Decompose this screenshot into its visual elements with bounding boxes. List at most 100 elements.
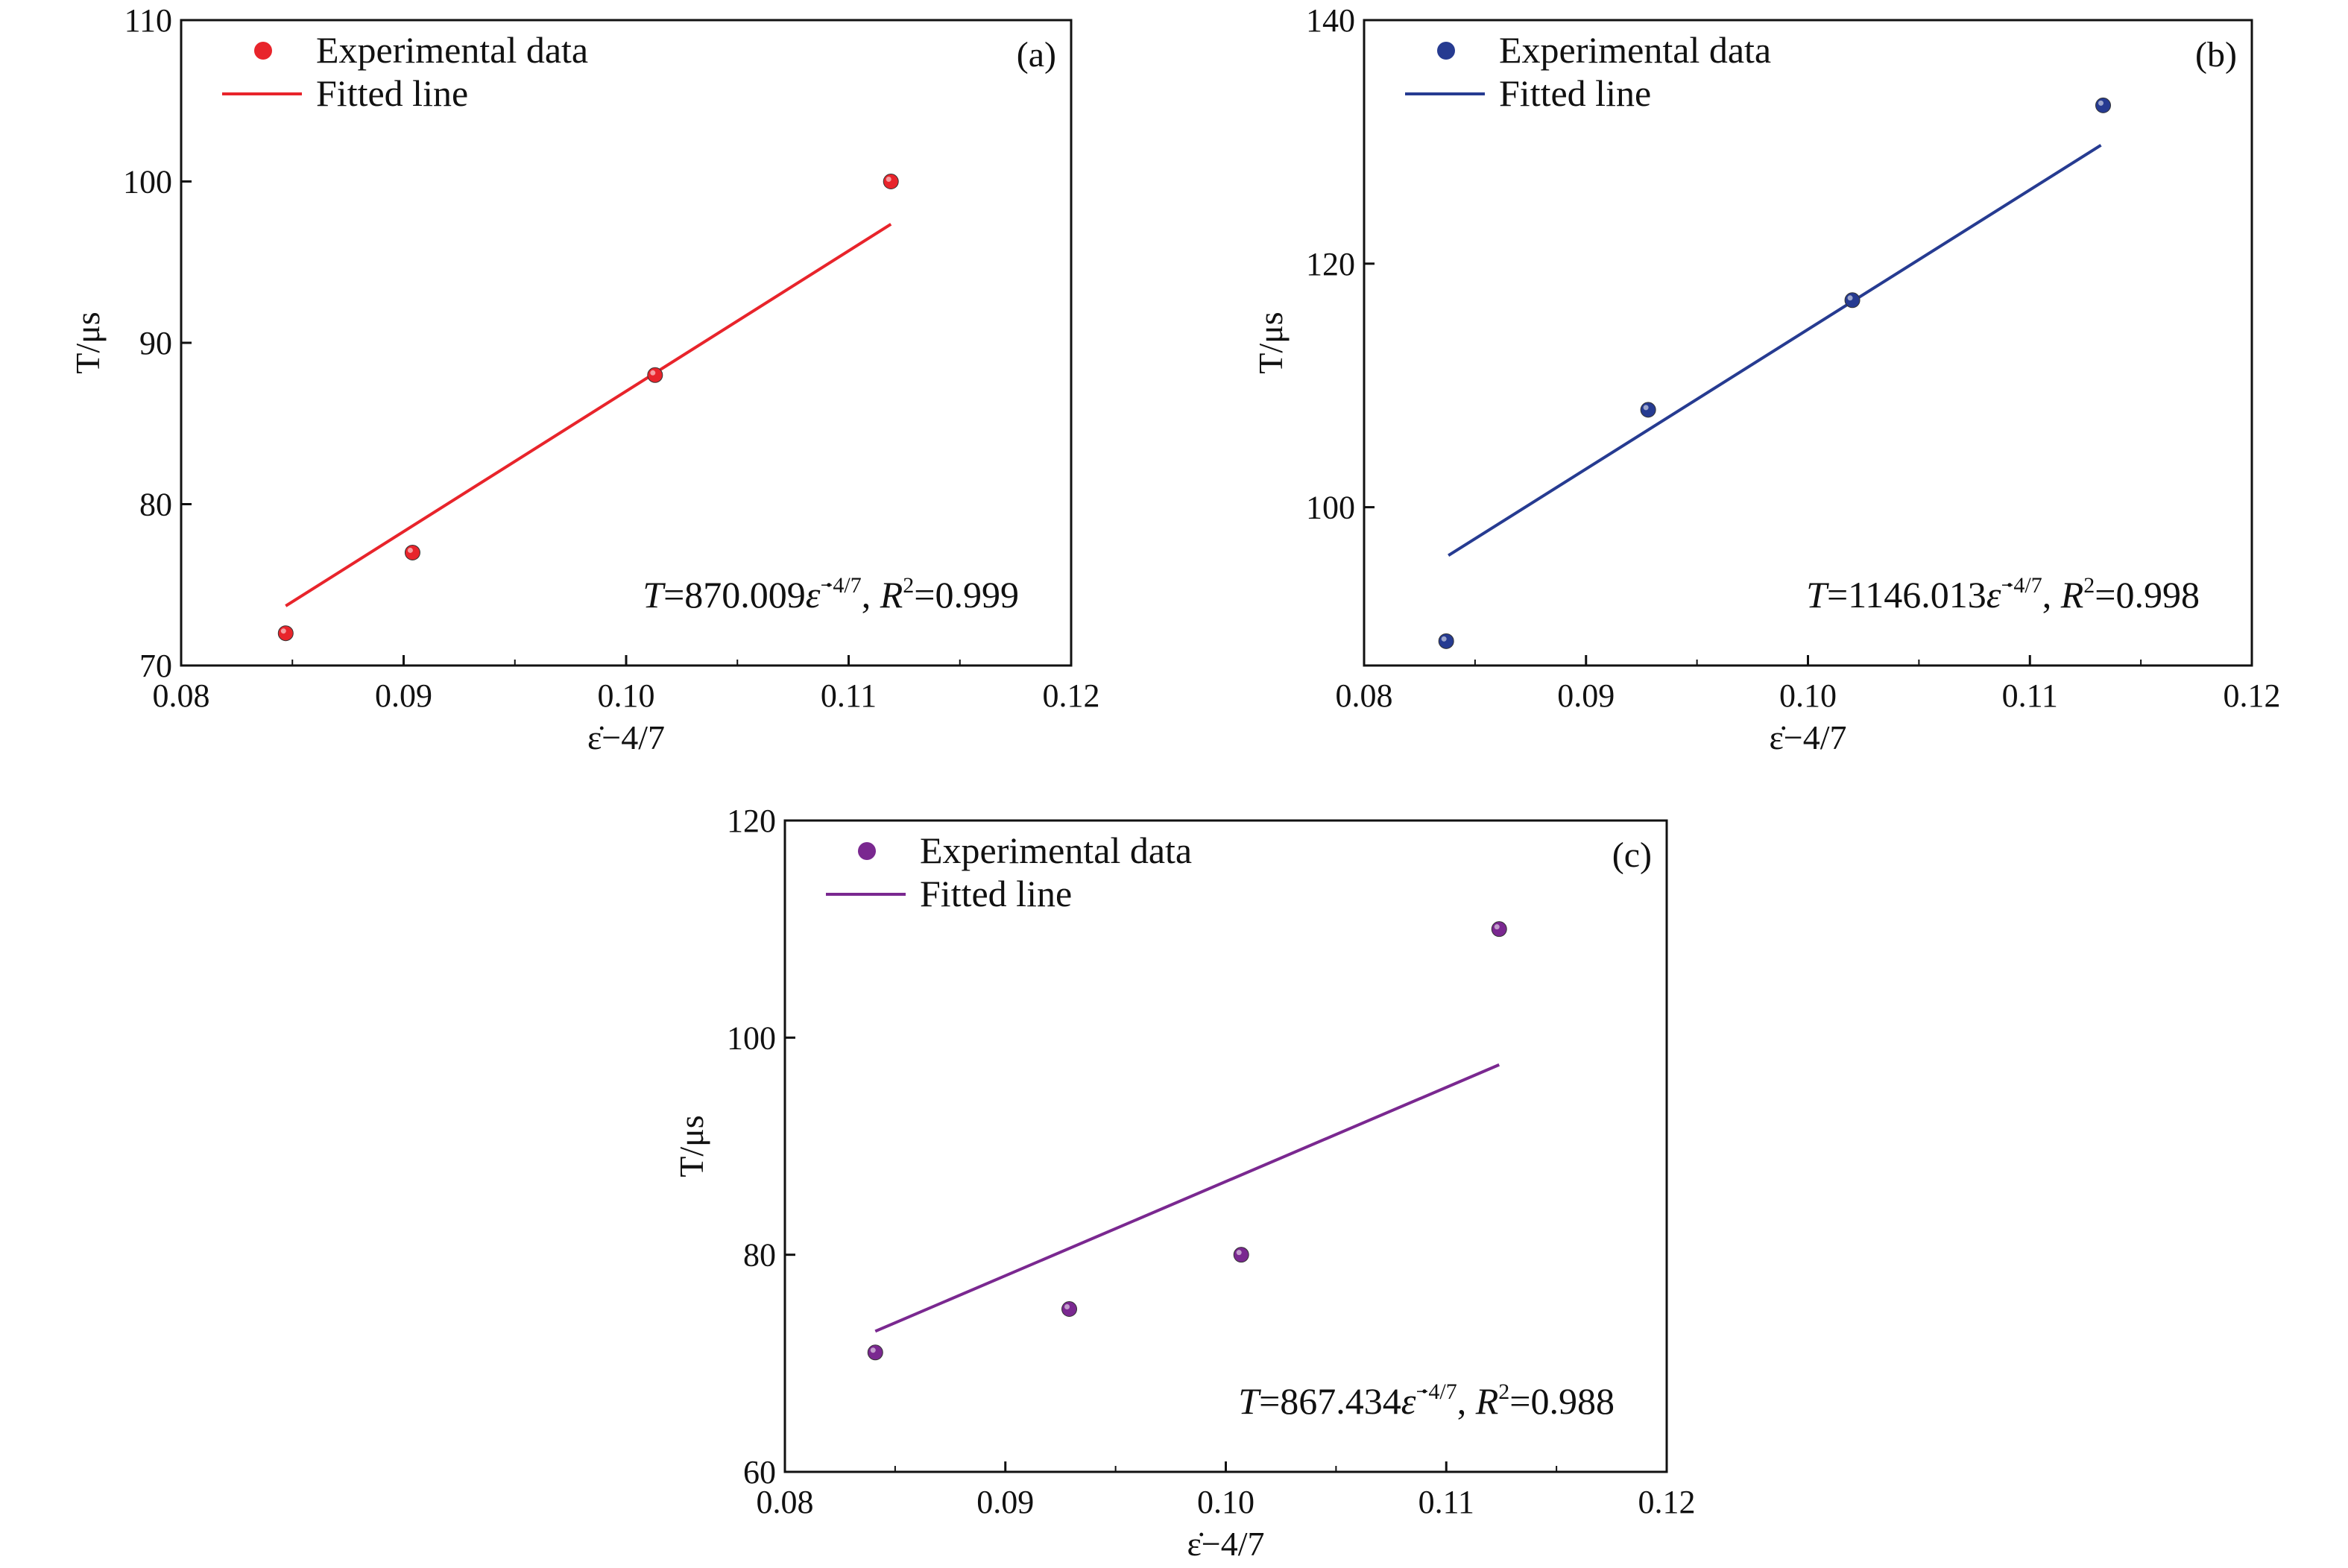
y-tick-label: 90 [139, 325, 172, 361]
x-tick-label: 0.08 [1336, 677, 1393, 714]
equation-r-value: =0.998 [2095, 574, 2200, 616]
plot-frame [1363, 19, 2253, 667]
fitted-line [1448, 144, 2102, 557]
data-point [1233, 1247, 1249, 1263]
legend-label-fitted: Fitted line [920, 873, 1072, 914]
y-tick-label: 80 [743, 1237, 776, 1274]
equation-r-exponent: 2 [903, 573, 914, 598]
data-point-highlight [870, 1347, 876, 1353]
x-tick-label: 0.09 [375, 677, 432, 714]
legend-marker-experimental [254, 42, 272, 60]
legend-label-experimental: Experimental data [920, 829, 1192, 871]
x-tick-label: 0.08 [153, 677, 210, 714]
equation-r: R [1475, 1380, 1499, 1422]
equation-r-exponent: 2 [1498, 1379, 1509, 1404]
data-point [277, 625, 294, 642]
panel-label: (a) [1017, 35, 1056, 75]
data-point-highlight [1643, 405, 1649, 411]
data-point-highlight [1064, 1304, 1070, 1309]
data-point-highlight [650, 370, 656, 376]
equation-coefficient: =870.009 [663, 574, 806, 616]
equation-r: R [2060, 574, 2084, 616]
data-point [883, 174, 899, 189]
data-point [2095, 97, 2112, 113]
y-tick-label: 100 [1306, 490, 1355, 526]
y-tick-label: 80 [139, 487, 172, 523]
equation-r-exponent: 2 [2083, 573, 2095, 598]
y-axis-label: T/μs [1252, 312, 1290, 373]
x-tick-label: 0.10 [598, 677, 655, 714]
legend-label-experimental: Experimental data [316, 29, 588, 71]
x-tick-label: 0.12 [2224, 677, 2281, 714]
y-tick-label: 110 [124, 2, 172, 39]
data-point-highlight [886, 177, 891, 182]
x-tick-label: 0.12 [1043, 677, 1100, 714]
plot-frame [783, 819, 1668, 1473]
equation-exponent: −4/7 [820, 573, 861, 598]
panel-label: (b) [2195, 35, 2237, 75]
x-tick-label: 0.10 [1779, 677, 1837, 714]
legend-label-experimental: Experimental data [1499, 29, 1771, 71]
x-tick-label: 0.08 [757, 1484, 814, 1520]
legend-label-fitted: Fitted line [316, 72, 468, 114]
x-tick-label: 0.11 [821, 677, 877, 714]
y-tick-label: 120 [727, 803, 776, 839]
equation-coefficient: =1146.013 [1827, 574, 1986, 616]
x-tick-label: 0.11 [1418, 1484, 1474, 1520]
x-tick-label: 0.12 [1638, 1484, 1696, 1520]
equation-lhs: T [1238, 1380, 1261, 1422]
equation-lhs: T [643, 574, 666, 616]
panel-label: (c) [1612, 835, 1652, 875]
x-tick-label: 0.09 [976, 1484, 1034, 1520]
fit-equation: T=867.434ε̇−4/7, R2=0.988 [1238, 1379, 1615, 1422]
data-point [1438, 633, 1454, 649]
data-point-highlight [1236, 1250, 1242, 1256]
equation-coefficient: =867.434 [1259, 1380, 1401, 1422]
y-tick-label: 140 [1306, 2, 1355, 39]
legend-label-fitted: Fitted line [1499, 72, 1651, 114]
x-axis-label: ε̇−4/7 [587, 718, 665, 756]
data-point-highlight [1847, 295, 1853, 301]
data-point [647, 367, 663, 383]
data-point-highlight [280, 628, 286, 634]
data-point-highlight [1494, 924, 1500, 930]
plot-frame [180, 19, 1073, 667]
equation-separator: , [862, 574, 880, 616]
fitted-line [874, 1063, 1500, 1333]
data-point-highlight [2098, 100, 2104, 106]
x-axis-label: ε̇−4/7 [1187, 1525, 1264, 1563]
data-point [1491, 921, 1507, 938]
equation-separator: , [1457, 1380, 1476, 1422]
data-point [1640, 402, 1656, 418]
y-tick-label: 100 [727, 1019, 776, 1056]
equation-lhs: T [1806, 574, 1829, 616]
x-tick-label: 0.11 [2002, 677, 2058, 714]
legend-marker-experimental [858, 842, 876, 860]
chart-panel-c: 0.08 0.09 0.10 0.11 0.12 60 80 100 120 ε̇−4/7 T/μs… [672, 803, 1696, 1563]
data-point-highlight [1441, 636, 1447, 642]
fitted-line [285, 223, 892, 607]
chart-panel-a: 0.08 0.09 0.10 0.11 0.12 70 80 90 100 110 ε̇−4/7 T/… [69, 2, 1100, 756]
legend-marker-experimental [1437, 42, 1455, 60]
equation-separator: , [2042, 574, 2061, 616]
fit-equation: T=1146.013ε̇−4/7, R2=0.998 [1806, 573, 2200, 616]
data-point [867, 1344, 883, 1361]
y-tick-label: 60 [743, 1454, 776, 1490]
x-tick-label: 0.10 [1197, 1484, 1255, 1520]
data-point [1844, 292, 1861, 309]
chart-panel-b: 0.08 0.09 0.10 0.11 0.12 100 120 140 ε̇−4/7 T/μs (… [1252, 2, 2281, 756]
x-tick-label: 0.09 [1557, 677, 1615, 714]
data-point-highlight [407, 547, 413, 553]
y-axis-label: T/μs [69, 312, 107, 373]
data-point [1061, 1301, 1078, 1317]
y-tick-label: 120 [1306, 246, 1355, 282]
fit-equation: T=870.009ε̇−4/7, R2=0.999 [643, 573, 1019, 616]
equation-r-value: =0.988 [1509, 1380, 1615, 1422]
equation-exponent: −4/7 [2001, 573, 2042, 598]
y-axis-label: T/μs [672, 1115, 710, 1177]
